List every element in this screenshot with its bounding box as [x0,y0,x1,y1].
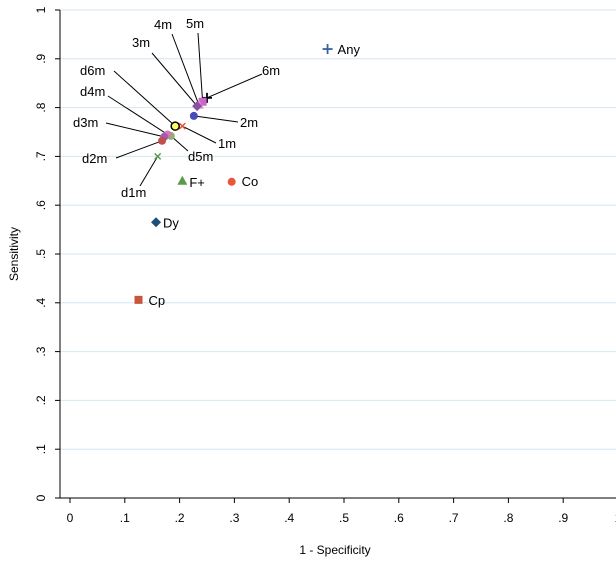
y-tick-label: 1 [34,6,48,13]
data-points [134,44,333,304]
label-3m-leader [151,52,198,107]
point-2m [189,111,198,120]
point-co [227,177,236,186]
ticks: 0 .1 .2 .3 .4 .5 .6 .7 .8 .9 1 0 .1 .2 .3 .4 .5 .6 .7 .8 .9 1 [34,6,616,525]
label-1m-leader [182,125,217,144]
point-d6m [170,121,180,131]
x-tick-label: .6 [394,511,404,525]
label-d4m: d4m [80,84,105,99]
point-f- [177,175,188,185]
label-d1m: d1m [121,185,146,200]
y-axis-title: Sensitivity [7,227,21,281]
point-dy [151,217,162,228]
y-tick-label: .7 [34,151,48,161]
point-5m [198,97,207,106]
x-tick-label: .9 [558,511,568,525]
label-6m-leader [206,73,263,99]
y-tick-label: .1 [34,444,48,454]
label-2m-leader [193,115,239,123]
point-1m [178,122,186,130]
leader-lines [105,32,263,187]
point-d1m-b [154,152,162,160]
label-1m: 1m [218,136,236,151]
y-tick-label: 0 [34,494,48,501]
x-tick-label: .2 [175,511,185,525]
label-4m: 4m [154,17,172,32]
x-tick-label: .8 [503,511,513,525]
y-tick-label: .4 [34,297,48,307]
label-d3m: d3m [73,115,98,130]
label-2m: 2m [240,115,258,130]
point-3m [192,101,203,112]
x-tick-label: .4 [284,511,294,525]
y-tick-label: .5 [34,249,48,259]
point-d1m [154,152,162,160]
y-tick-label: .3 [34,346,48,356]
label-6m: 6m [262,63,280,78]
point-labels: Any Co F+ Dy Cp 6m 5m 4m 3m 2m 1m d6m d5m d4m d3m d2m d1… [73,16,360,308]
label-d3m-leader [105,122,165,138]
label-d2m-leader [115,140,163,159]
y-tick-label: .2 [34,395,48,405]
y-tick-label: .9 [34,53,48,63]
y-tick-label: .8 [34,102,48,112]
point-cp [134,295,143,304]
label-d4m-leader [107,95,168,135]
x-tick-label: .5 [339,511,349,525]
label-f-: F+ [189,175,205,190]
label-5m: 5m [186,16,204,31]
x-tick-label: .3 [229,511,239,525]
label-d5m: d5m [188,149,213,164]
grid-lines [60,9,616,450]
x-axis-title: 1 - Specificity [299,543,370,557]
label-5m-leader [197,32,204,102]
label-any: Any [338,42,361,57]
label-d6m-leader [113,70,176,127]
x-tick-label: 1 [615,511,616,525]
x-tick-label: .1 [120,511,130,525]
point-any [322,44,333,55]
x-tick-label: 0 [67,511,74,525]
label-4m-leader [171,33,200,105]
y-tick-label: .6 [34,200,48,210]
label-d6m: d6m [80,63,105,78]
label-co: Co [242,174,259,189]
x-tick-label: .7 [449,511,459,525]
label-cp: Cp [149,293,166,308]
label-3m: 3m [132,35,150,50]
label-dy: Dy [163,215,179,230]
label-d1m-leader [139,156,159,187]
label-d2m: d2m [82,151,107,166]
point-d2m [158,136,167,145]
point-1m-b [178,122,186,130]
